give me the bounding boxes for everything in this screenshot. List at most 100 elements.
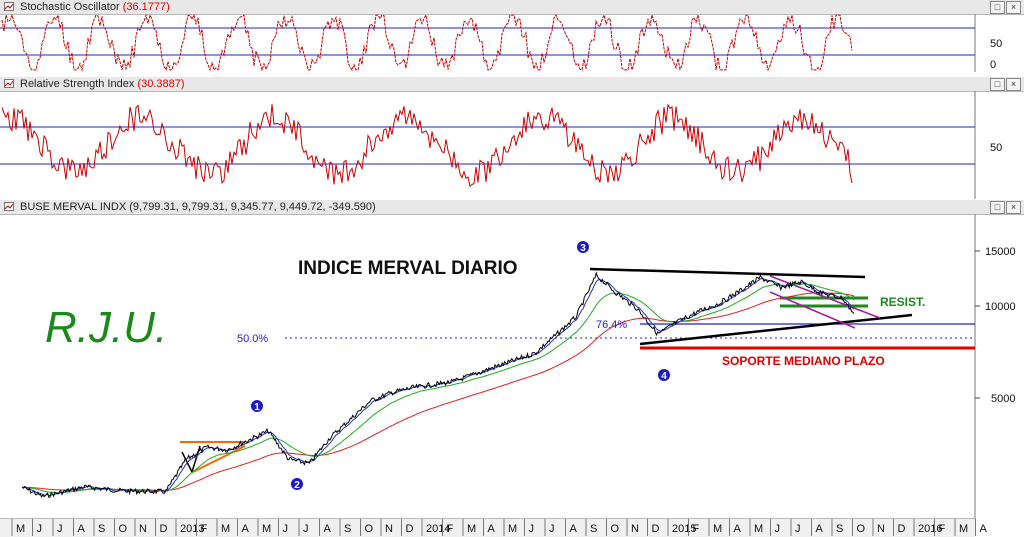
wave-marker-2: 2 — [291, 478, 303, 491]
x-axis-band — [0, 519, 975, 537]
y-axis: 15000 10000 5000 — [975, 246, 1016, 405]
fib-764-label: 76.4% — [596, 319, 627, 331]
rsi-series — [1, 103, 853, 187]
stochastic-tick-0: 0 — [990, 59, 996, 71]
x-tick-label: D — [652, 523, 660, 535]
wave-marker-1: 1 — [251, 400, 263, 413]
x-tick-label: J — [37, 523, 43, 535]
x-tick-label: 2016 — [918, 523, 942, 535]
x-tick-label: M — [713, 523, 722, 535]
x-tick-label: S — [590, 523, 597, 535]
wave-label-1: 1 — [254, 402, 260, 413]
wave-label-3: 3 — [580, 243, 586, 254]
x-tick-label: A — [488, 523, 496, 535]
x-tick-label: N — [877, 523, 885, 535]
rsi-tick-50: 50 — [990, 142, 1002, 154]
x-tick-label: A — [980, 523, 988, 535]
chart-title: INDICE MERVAL DIARIO — [298, 258, 518, 279]
x-tick-label: J — [795, 523, 801, 535]
y-tick-15000: 15000 — [985, 246, 1016, 258]
close-button[interactable]: × — [1006, 78, 1021, 91]
x-tick-label: O — [365, 523, 374, 535]
x-tick-label: A — [734, 523, 742, 535]
x-tick-label: 2014 — [426, 523, 450, 535]
x-tick-label: A — [242, 523, 250, 535]
x-tick-label: J — [549, 523, 555, 535]
y-tick-5000: 5000 — [991, 393, 1015, 405]
orange-triangle-lower — [192, 445, 246, 473]
price-pane: BUSE MERVAL INDX (9,799.31, 9,799.31, 9,… — [0, 200, 1024, 537]
x-tick-label: 2015 — [672, 523, 696, 535]
rsi-pane: Relative Strength Index (30.3887) □ × 50 — [0, 77, 1024, 199]
price-title-bar: BUSE MERVAL INDX (9,799.31, 9,799.31, 9,… — [0, 200, 1024, 215]
rsi-title-bar: Relative Strength Index (30.3887) □ × — [0, 77, 1024, 92]
restore-button[interactable]: □ — [990, 201, 1005, 214]
x-tick-label: F — [201, 523, 208, 535]
x-tick-label: O — [857, 523, 866, 535]
x-tick-label: F — [693, 523, 700, 535]
close-button[interactable]: × — [1006, 201, 1021, 214]
stochastic-plot: 50 0 — [0, 14, 1002, 72]
stochastic-pane: Stochastic Oscillator (36.1777) □ × 50 0 — [0, 0, 1024, 72]
x-tick-label: A — [324, 523, 332, 535]
price-title: BUSE MERVAL INDX (9,799.31, 9,799.31, 9,… — [20, 201, 376, 213]
soporte-label: SOPORTE MEDIANO PLAZO — [722, 354, 885, 368]
x-tick-label: S — [344, 523, 351, 535]
x-tick-label: N — [631, 523, 639, 535]
restore-button[interactable]: □ — [990, 78, 1005, 91]
purple-channel-upper — [769, 275, 881, 319]
x-tick-label: F — [447, 523, 454, 535]
rising-support-trendline — [639, 313, 913, 346]
x-tick-label: S — [836, 523, 843, 535]
close-button[interactable]: × — [1006, 1, 1021, 14]
wave-marker-3: 3 — [577, 241, 589, 254]
wave-marker-4: 4 — [658, 369, 670, 382]
rsi-title: Relative Strength Index (30.3887) — [20, 78, 185, 90]
fib-50-label: 50.0% — [237, 333, 268, 345]
x-tick-label: 2013 — [180, 523, 204, 535]
stochastic-series — [1, 14, 853, 72]
x-tick-label: M — [508, 523, 517, 535]
ma-mid-line — [22, 283, 855, 494]
x-tick-label: M — [959, 523, 968, 535]
x-tick-label: O — [119, 523, 128, 535]
chart-pane-icon — [4, 202, 14, 211]
x-tick-label: F — [939, 523, 946, 535]
x-tick-label: J — [303, 523, 309, 535]
x-tick-label: D — [898, 523, 906, 535]
x-tick-label: M — [467, 523, 476, 535]
stochastic-title-bar: Stochastic Oscillator (36.1777) □ × — [0, 0, 1024, 15]
x-tick-label: M — [221, 523, 230, 535]
x-tick-label: A — [570, 523, 578, 535]
stochastic-value: (36.1777) — [122, 1, 170, 13]
stochastic-title: Stochastic Oscillator (36.1777) — [20, 1, 170, 13]
price-line — [21, 271, 855, 498]
chart-pane-icon — [4, 2, 14, 11]
resist-label: RESIST. — [880, 295, 925, 309]
wave-label-2: 2 — [294, 480, 300, 491]
wave-label-4: 4 — [661, 371, 667, 382]
x-tick-label: D — [406, 523, 414, 535]
rsi-value: (30.3887) — [137, 78, 185, 90]
stochastic-tick-50: 50 — [990, 38, 1002, 50]
chart-pane-icon — [4, 79, 14, 88]
x-tick-label: O — [611, 523, 620, 535]
x-tick-label: A — [816, 523, 824, 535]
x-tick-label: A — [78, 523, 86, 535]
x-tick-label: J — [283, 523, 289, 535]
x-tick-label: N — [385, 523, 393, 535]
x-tick-label: N — [139, 523, 147, 535]
brand-watermark: R.J.U. — [45, 303, 167, 352]
rsi-plot: 50 — [0, 91, 1002, 199]
x-tick-label: M — [16, 523, 25, 535]
x-tick-label: M — [754, 523, 763, 535]
x-tick-label: J — [529, 523, 535, 535]
price-ohlc-value: (9,799.31, 9,799.31, 9,345.77, 9,449.72,… — [129, 201, 376, 213]
restore-button[interactable]: □ — [990, 1, 1005, 14]
x-tick-label: S — [98, 523, 105, 535]
y-tick-10000: 10000 — [985, 301, 1016, 313]
x-tick-label: M — [262, 523, 271, 535]
x-tick-label: J — [775, 523, 781, 535]
